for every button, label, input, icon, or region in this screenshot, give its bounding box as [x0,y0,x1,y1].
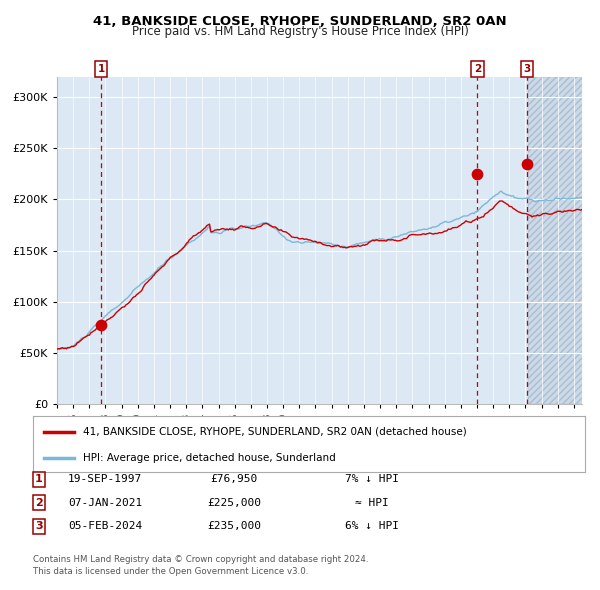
Point [522,159,532,168]
Text: £76,950: £76,950 [211,474,257,484]
Text: £235,000: £235,000 [207,522,261,531]
Text: ≈ HPI: ≈ HPI [355,498,389,507]
Text: 3: 3 [35,522,43,531]
Text: 1: 1 [35,474,43,484]
Text: 05-FEB-2024: 05-FEB-2024 [68,522,142,531]
Text: Contains HM Land Registry data © Crown copyright and database right 2024.: Contains HM Land Registry data © Crown c… [33,555,368,564]
Text: 41, BANKSIDE CLOSE, RYHOPE, SUNDERLAND, SR2 0AN (detached house): 41, BANKSIDE CLOSE, RYHOPE, SUNDERLAND, … [83,427,466,437]
Text: 3: 3 [523,64,530,74]
Text: 07-JAN-2021: 07-JAN-2021 [68,498,142,507]
Text: 6% ↓ HPI: 6% ↓ HPI [345,522,399,531]
Text: 1: 1 [97,64,104,74]
Text: 2: 2 [35,498,43,507]
Text: 19-SEP-1997: 19-SEP-1997 [68,474,142,484]
Text: 41, BANKSIDE CLOSE, RYHOPE, SUNDERLAND, SR2 0AN: 41, BANKSIDE CLOSE, RYHOPE, SUNDERLAND, … [93,15,507,28]
Point [473,169,482,179]
Point [96,321,106,330]
Text: HPI: Average price, detached house, Sunderland: HPI: Average price, detached house, Sund… [83,453,335,463]
Text: Price paid vs. HM Land Registry's House Price Index (HPI): Price paid vs. HM Land Registry's House … [131,25,469,38]
Text: £225,000: £225,000 [207,498,261,507]
Bar [528,77,598,404]
Bar [528,77,598,404]
Text: 7% ↓ HPI: 7% ↓ HPI [345,474,399,484]
Text: This data is licensed under the Open Government Licence v3.0.: This data is licensed under the Open Gov… [33,566,308,576]
Text: 2: 2 [473,64,481,74]
